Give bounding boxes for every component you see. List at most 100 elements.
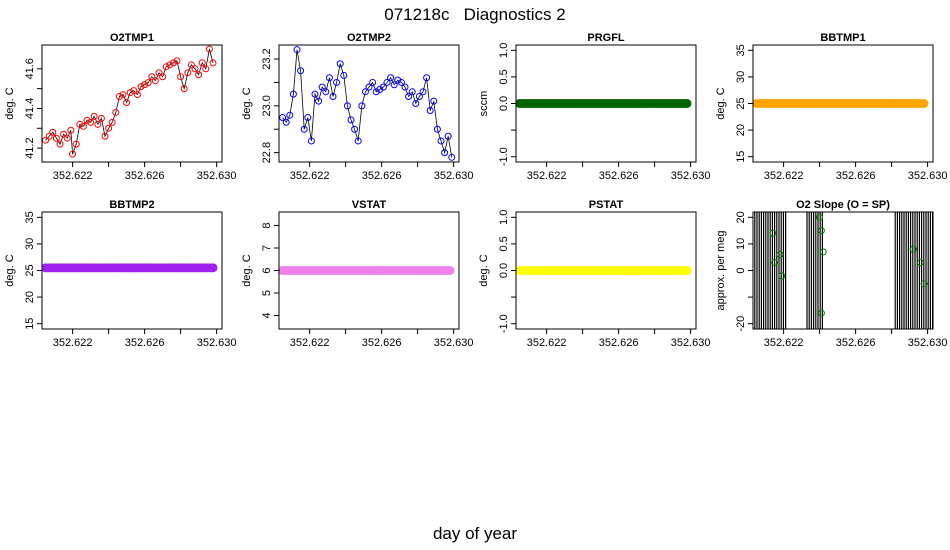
plot-area xyxy=(42,45,217,158)
data-point xyxy=(311,90,319,98)
data-point xyxy=(325,74,333,82)
data-point xyxy=(56,140,64,148)
data-point xyxy=(126,89,134,97)
data-point xyxy=(329,92,337,100)
data-point xyxy=(817,309,825,317)
data-point xyxy=(133,91,141,99)
data-point xyxy=(441,149,449,157)
panel-4: BBTMP2 deg. C 352.622 352.626 352.630 15 20 25 3… xyxy=(4,199,236,349)
x-tick-label: 352.630 xyxy=(908,337,948,349)
data-point xyxy=(173,57,181,65)
data-point xyxy=(365,83,373,91)
plot-area xyxy=(42,263,218,273)
data-point xyxy=(87,118,95,126)
panel-title: PRGFL xyxy=(587,32,625,44)
data-point xyxy=(79,122,87,130)
panel-title: BBTMP2 xyxy=(109,199,154,211)
panel-title: VSTAT xyxy=(352,199,387,211)
data-point xyxy=(916,259,924,267)
data-point xyxy=(83,116,91,124)
x-tick-label: 352.630 xyxy=(671,337,711,349)
y-tick-label: 1.0 xyxy=(498,43,510,58)
data-point xyxy=(289,90,297,98)
x-tick-label: 352.622 xyxy=(764,170,804,182)
data-point xyxy=(682,99,692,108)
data-point xyxy=(437,137,445,145)
y-axis-label: deg. C xyxy=(4,87,16,119)
y-tick-label: 25 xyxy=(735,97,747,109)
data-point xyxy=(304,114,312,122)
data-point xyxy=(148,73,156,81)
panel-6: PSTAT deg. C 352.622 352.626 352.630 -1.0 0.0 0… xyxy=(478,199,710,349)
y-tick-label: 35 xyxy=(735,44,747,56)
data-point xyxy=(419,88,427,96)
data-point xyxy=(412,100,420,107)
data-point xyxy=(361,88,369,96)
panel-3: BBTMP1 deg. C 352.622 352.626 352.630 15 20 25 3… xyxy=(715,32,947,182)
data-point xyxy=(151,77,159,85)
data-point xyxy=(42,136,50,144)
y-axis-label: sccm xyxy=(478,91,490,117)
data-point xyxy=(162,63,170,71)
panel-title: O2TMP2 xyxy=(347,32,391,44)
data-point xyxy=(76,120,84,128)
y-axis-label: approx. per meg xyxy=(715,230,727,310)
data-point xyxy=(771,259,779,267)
y-tick-label: 20 xyxy=(24,291,36,303)
data-point xyxy=(72,140,80,148)
panel-0: O2TMP1 deg. C 352.622 352.626 352.630 41.2 41.… xyxy=(4,32,236,182)
data-point xyxy=(333,78,341,86)
y-axis-label: deg. C xyxy=(241,87,253,119)
x-tick-label: 352.626 xyxy=(362,337,402,349)
y-tick-label: 8 xyxy=(261,222,273,228)
data-point xyxy=(63,134,71,142)
x-tick-label: 352.630 xyxy=(434,170,474,182)
data-point xyxy=(397,78,405,86)
data-point xyxy=(445,266,455,275)
data-point xyxy=(180,85,188,93)
y-tick-label: 41.2 xyxy=(24,137,36,158)
y-axis-label: deg. C xyxy=(4,254,16,286)
data-point xyxy=(49,128,57,136)
data-point xyxy=(354,137,362,145)
data-point xyxy=(408,88,416,96)
figure-x-axis-label: day of year xyxy=(432,524,518,543)
data-point xyxy=(191,65,199,73)
panel-7: O2 Slope (O = SP) approx. per meg 352.622 3… xyxy=(715,199,947,349)
x-tick-label: 352.630 xyxy=(434,337,474,349)
data-point xyxy=(776,251,784,259)
y-tick-label: 20 xyxy=(735,211,747,223)
y-tick-label: 23.0 xyxy=(261,95,273,116)
x-tick-label: 352.630 xyxy=(908,170,948,182)
data-point xyxy=(383,78,391,86)
figure-title: 071218c Diagnostics 2 xyxy=(384,5,566,24)
data-point xyxy=(376,85,384,93)
data-point xyxy=(141,81,149,89)
y-tick-label: 1.0 xyxy=(498,210,510,225)
y-tick-label: 30 xyxy=(24,238,36,250)
y-tick-label: 10 xyxy=(735,238,747,250)
plot-area xyxy=(279,46,456,161)
data-point xyxy=(340,71,348,79)
data-point xyxy=(195,71,203,79)
data-point xyxy=(819,248,827,256)
y-tick-label: 23.2 xyxy=(261,48,273,69)
data-point xyxy=(108,118,116,126)
data-point xyxy=(282,118,290,126)
data-point xyxy=(177,73,185,81)
data-point xyxy=(60,130,68,138)
panel-1: O2TMP2 deg. C 352.622 352.626 352.630 22.8 23.… xyxy=(241,32,473,182)
data-point xyxy=(184,69,192,77)
y-tick-label: 22.8 xyxy=(261,142,273,163)
x-tick-label: 352.622 xyxy=(53,170,93,182)
x-tick-label: 352.622 xyxy=(764,337,804,349)
y-tick-label: 25 xyxy=(24,264,36,276)
data-point xyxy=(209,59,217,67)
x-tick-label: 352.622 xyxy=(290,337,330,349)
panel-title: O2 Slope (O = SP) xyxy=(796,199,890,211)
data-point xyxy=(123,99,131,107)
plot-frame xyxy=(278,44,460,163)
data-point xyxy=(45,132,53,140)
y-tick-label: 20 xyxy=(735,124,747,136)
